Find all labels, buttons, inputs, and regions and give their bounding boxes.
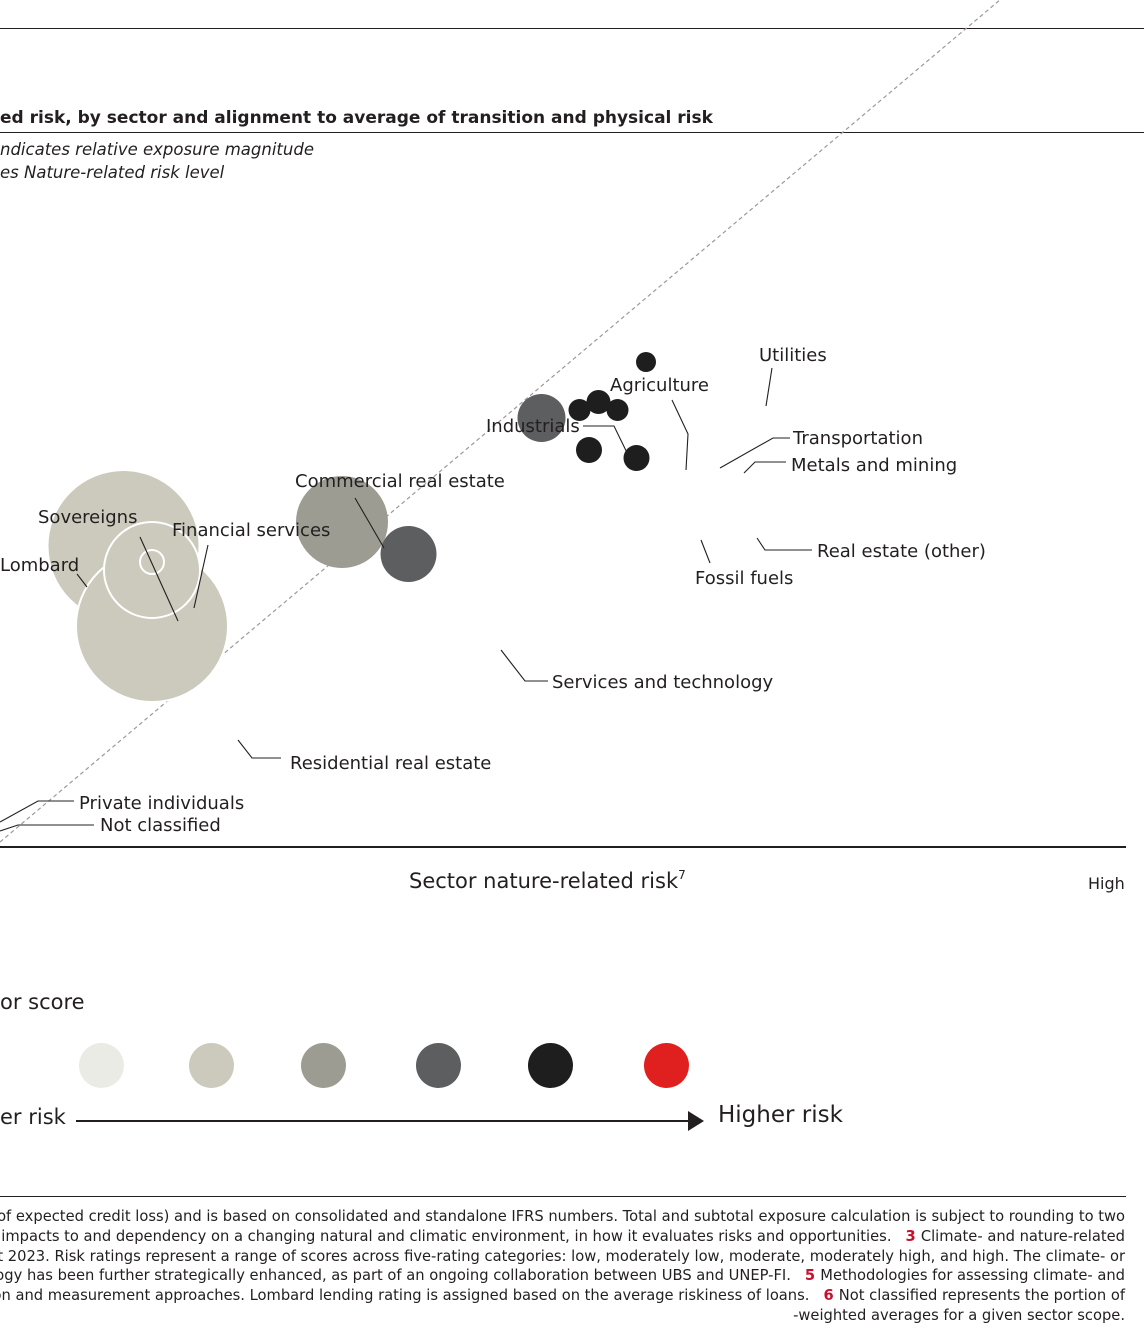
bubble-real-estate-other- — [623, 445, 650, 471]
bubble-utilities — [636, 352, 656, 372]
label-utilities: Utilities — [759, 345, 827, 366]
chart-title: ed risk, by sector and alignment to aver… — [0, 108, 713, 128]
label-metals-and-mining: Metals and mining — [791, 455, 957, 476]
footnote-line: tification and measurement approaches. L… — [0, 1286, 1125, 1306]
bubble-industrials — [517, 394, 566, 442]
bubble-agriculture — [568, 399, 591, 421]
label-services-and-technology: Services and technology — [552, 672, 774, 693]
x-axis-label: Sector nature-related risk7 — [409, 868, 686, 893]
footnote-line: e both impacts to and dependency on a ch… — [0, 1227, 1125, 1247]
footnote-line: y Report 2023. Risk ratings represent a … — [0, 1247, 1125, 1267]
label-agriculture: Agriculture — [610, 375, 709, 396]
leader-financial-services — [193, 544, 209, 609]
footnote-number: 6 — [823, 1287, 839, 1305]
label-residential-real-estate: Residential real estate — [290, 753, 491, 774]
label-sovereigns: Sovereigns — [38, 507, 137, 528]
legend-high-label: Higher risk — [718, 1102, 843, 1128]
legend-arrow-head-icon — [688, 1111, 704, 1131]
bubble-services-and-technology — [380, 526, 437, 582]
leader-lombard — [76, 573, 88, 588]
legend-title: or score — [0, 990, 85, 1014]
trend-line — [0, 0, 1001, 843]
label-transportation: Transportation — [792, 428, 923, 449]
legend-dot-score-1 — [79, 1043, 124, 1088]
note-risk-level: es Nature-related risk level — [0, 163, 225, 182]
x-axis-line — [0, 846, 1126, 848]
footnote-text: cope of expected credit loss) and is bas… — [0, 1208, 1125, 1225]
leader-services-and-technology — [500, 649, 548, 682]
leader-utilities — [765, 367, 773, 407]
leader-metals-and-mining — [743, 461, 786, 474]
footnote-line: -weighted averages for a given sector sc… — [0, 1306, 1125, 1326]
legend-dot-score-6 — [644, 1043, 689, 1088]
footnote-text: tification and measurement approaches. L… — [0, 1287, 810, 1305]
footnote-number: 3 — [905, 1227, 921, 1245]
bubble-sovereigns — [139, 549, 165, 575]
leader-not-classified — [0, 824, 94, 832]
label-lombard: Lombard — [0, 555, 79, 576]
footnote-text: Methodologies for assessing climate- and — [820, 1267, 1125, 1285]
leader-real-estate-other- — [756, 537, 812, 551]
footnote-text: -weighted averages for a given sector sc… — [793, 1306, 1125, 1324]
label-financial-services: Financial services — [172, 520, 330, 541]
title-rule — [0, 132, 1144, 133]
label-private-individuals: Private individuals — [79, 793, 244, 814]
legend-dot-score-5 — [528, 1043, 573, 1088]
note-exposure: ndicates relative exposure magnitude — [0, 140, 314, 159]
leader-fossil-fuels — [700, 539, 711, 564]
bubble-commercial-real-estate — [296, 476, 388, 568]
legend-low-label: er risk — [0, 1105, 66, 1129]
footnote-line: cope of expected credit loss) and is bas… — [0, 1207, 1125, 1227]
footnote-text: y Report 2023. Risk ratings represent a … — [0, 1247, 1125, 1265]
footnote-number: 5 — [804, 1267, 821, 1285]
legend-arrow-line — [76, 1120, 688, 1122]
leader-sovereigns — [139, 536, 179, 622]
bubble-metals-and-mining — [606, 399, 629, 421]
footnote-line: hodology has been further strategically … — [0, 1266, 1125, 1286]
label-commercial-real-estate: Commercial real estate — [295, 471, 505, 492]
footnote-text: e both impacts to and dependency on a ch… — [0, 1227, 892, 1245]
bubble-transportation — [586, 390, 611, 414]
leader-commercial-real-estate — [354, 497, 385, 549]
x-axis-footnote-ref: 7 — [678, 868, 686, 882]
legend-dot-score-4 — [416, 1043, 461, 1088]
label-not-classified: Not classified — [100, 815, 221, 836]
leader-private-individuals — [0, 800, 74, 823]
footnote-text: Climate- and nature-related — [920, 1227, 1125, 1245]
footnotes: cope of expected credit loss) and is bas… — [0, 1207, 1125, 1326]
x-axis-label-text: Sector nature-related risk — [409, 869, 679, 893]
legend-dot-score-2 — [189, 1043, 234, 1088]
footnote-rule — [0, 1196, 1126, 1197]
footnote-text: Not classified represents the portion of — [838, 1287, 1125, 1305]
bubble-fossil-fuels — [576, 437, 602, 463]
leader-transportation — [719, 437, 790, 469]
footnote-text: hodology has been further strategically … — [0, 1267, 791, 1285]
label-fossil-fuels: Fossil fuels — [695, 568, 793, 589]
scatter-chart: Lombard Residential real estate Financial … — [0, 0, 1001, 843]
leader-residential-real-estate — [237, 739, 281, 759]
leader-agriculture — [671, 399, 689, 471]
x-axis-high-label: High — [1088, 874, 1125, 893]
leader-industrials — [583, 425, 634, 466]
top-rule — [0, 28, 1144, 29]
label-real-estate-other-: Real estate (other) — [817, 541, 986, 562]
label-industrials: Industrials — [486, 416, 580, 437]
legend-dot-score-3 — [301, 1043, 346, 1088]
